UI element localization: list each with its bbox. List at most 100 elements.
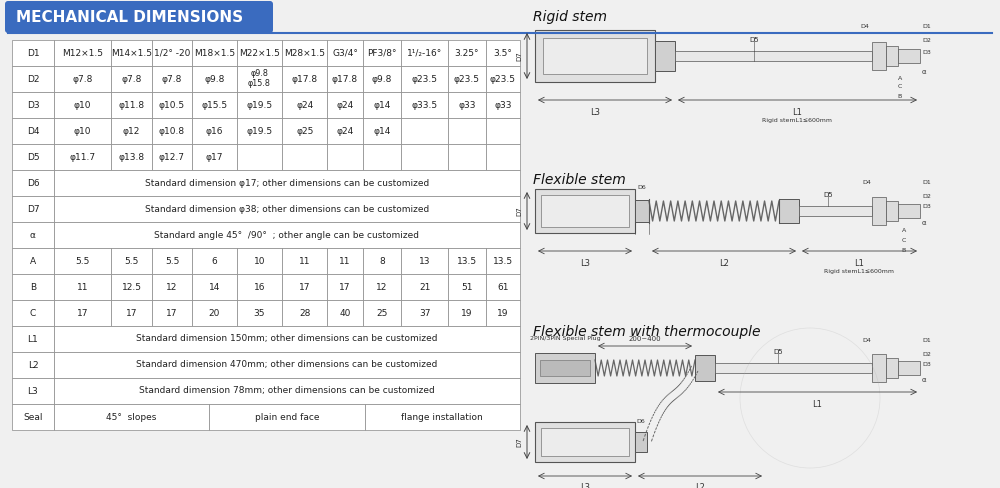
Text: φ12: φ12 (123, 126, 140, 136)
Bar (192, 300, 237, 326)
Text: A: A (30, 257, 36, 265)
Bar (12, 196, 54, 222)
Text: φ14: φ14 (373, 101, 391, 109)
Text: 17: 17 (339, 283, 351, 291)
Bar (12, 92, 54, 118)
Bar (655, 41, 675, 71)
Text: φ17.8: φ17.8 (332, 75, 358, 83)
Bar (152, 66, 192, 92)
Bar (401, 92, 448, 118)
Text: Standard dimension 150mm; other dimensions can be customized: Standard dimension 150mm; other dimensio… (136, 334, 438, 344)
Bar (363, 40, 401, 66)
Bar (363, 66, 401, 92)
Text: M28×1.5: M28×1.5 (284, 48, 325, 58)
Text: 21: 21 (419, 283, 430, 291)
Text: D5: D5 (749, 37, 759, 43)
Text: 17: 17 (126, 308, 137, 318)
Text: φ24: φ24 (336, 126, 354, 136)
Bar (327, 300, 363, 326)
Text: D6: D6 (637, 419, 645, 424)
Bar (448, 92, 486, 118)
Bar (282, 66, 327, 92)
Text: L1: L1 (813, 400, 822, 409)
Bar (192, 40, 237, 66)
Bar (401, 66, 448, 92)
Bar (327, 40, 363, 66)
Text: 5.5: 5.5 (165, 257, 179, 265)
Bar (635, 432, 647, 452)
Text: L2: L2 (695, 483, 705, 488)
Text: 12: 12 (166, 283, 178, 291)
Bar (715, 363, 872, 373)
Bar (12, 118, 54, 144)
Bar (886, 46, 898, 66)
Bar (111, 92, 152, 118)
Bar (54, 118, 111, 144)
Text: plain end face: plain end face (255, 412, 319, 422)
Bar (448, 66, 486, 92)
Bar (54, 170, 520, 196)
Bar (12, 274, 54, 300)
Bar (237, 92, 282, 118)
Text: Flexible stem: Flexible stem (533, 173, 626, 187)
Bar (898, 361, 920, 375)
Text: B: B (902, 248, 906, 253)
Bar (365, 404, 520, 430)
Bar (12, 300, 54, 326)
Bar (486, 92, 520, 118)
Text: Standard dimension φ17; other dimensions can be customized: Standard dimension φ17; other dimensions… (145, 179, 429, 187)
Bar (237, 300, 282, 326)
Text: 20: 20 (209, 308, 220, 318)
Text: 10: 10 (254, 257, 265, 265)
Bar (237, 66, 282, 92)
Text: L3: L3 (580, 483, 590, 488)
Text: φ12.7: φ12.7 (159, 152, 185, 162)
Text: 12.5: 12.5 (122, 283, 142, 291)
Bar (486, 40, 520, 66)
Text: Rigid stemL1≤600mm: Rigid stemL1≤600mm (824, 269, 895, 274)
Text: α: α (922, 69, 927, 75)
Bar (152, 248, 192, 274)
Text: Rigid stem: Rigid stem (533, 10, 607, 24)
Text: φ7.8: φ7.8 (162, 75, 182, 83)
Bar (282, 144, 327, 170)
Bar (111, 300, 152, 326)
Bar (486, 66, 520, 92)
Bar (192, 92, 237, 118)
Text: D2: D2 (922, 38, 931, 42)
Text: L1: L1 (793, 108, 802, 117)
Bar (54, 66, 111, 92)
Bar (535, 30, 655, 82)
Text: φ19.5: φ19.5 (246, 126, 273, 136)
Bar (54, 404, 209, 430)
Text: φ25: φ25 (296, 126, 313, 136)
Text: 25: 25 (376, 308, 388, 318)
Text: Standard dimension φ38; other dimensions can be customized: Standard dimension φ38; other dimensions… (145, 204, 429, 214)
Text: D4: D4 (27, 126, 39, 136)
Text: φ33: φ33 (458, 101, 476, 109)
Text: 61: 61 (497, 283, 509, 291)
Text: Rigid stemL1≤600mm: Rigid stemL1≤600mm (763, 118, 832, 123)
Bar (886, 201, 898, 221)
Bar (111, 248, 152, 274)
Text: φ9.8: φ9.8 (251, 69, 268, 79)
Text: 5.5: 5.5 (124, 257, 139, 265)
Bar (54, 40, 111, 66)
Bar (282, 118, 327, 144)
Bar (282, 40, 327, 66)
Bar (363, 144, 401, 170)
Text: D1: D1 (27, 48, 39, 58)
Text: φ13.8: φ13.8 (119, 152, 145, 162)
Text: A: A (902, 228, 906, 233)
Bar (327, 66, 363, 92)
Text: D5: D5 (773, 349, 783, 355)
Text: 19: 19 (497, 308, 509, 318)
Text: D3: D3 (922, 362, 931, 366)
Text: C: C (898, 83, 902, 88)
Bar (327, 92, 363, 118)
Text: φ14: φ14 (373, 126, 391, 136)
Text: φ19.5: φ19.5 (246, 101, 273, 109)
Text: 14: 14 (209, 283, 220, 291)
Text: 5.5: 5.5 (75, 257, 90, 265)
Text: φ10: φ10 (74, 101, 91, 109)
